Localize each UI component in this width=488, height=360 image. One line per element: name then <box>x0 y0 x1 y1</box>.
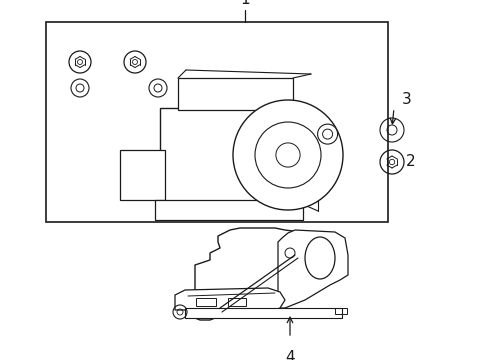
Bar <box>125 158 134 190</box>
Bar <box>227 298 245 306</box>
Text: 3: 3 <box>401 93 411 108</box>
Polygon shape <box>184 308 341 318</box>
Bar <box>151 158 160 190</box>
Bar <box>160 108 299 203</box>
Bar <box>241 205 263 215</box>
Polygon shape <box>175 288 285 312</box>
Bar <box>206 205 228 215</box>
Bar <box>155 200 303 220</box>
Bar <box>334 308 346 314</box>
Text: 4: 4 <box>285 350 294 360</box>
Bar <box>178 78 292 110</box>
Text: 2: 2 <box>405 154 415 170</box>
Circle shape <box>232 100 342 210</box>
Bar <box>138 158 147 190</box>
Bar <box>46 22 387 222</box>
Bar <box>120 150 164 200</box>
Bar <box>196 298 216 306</box>
Bar <box>173 205 195 215</box>
Circle shape <box>317 124 337 144</box>
Text: 1: 1 <box>240 0 249 7</box>
Polygon shape <box>278 230 347 308</box>
